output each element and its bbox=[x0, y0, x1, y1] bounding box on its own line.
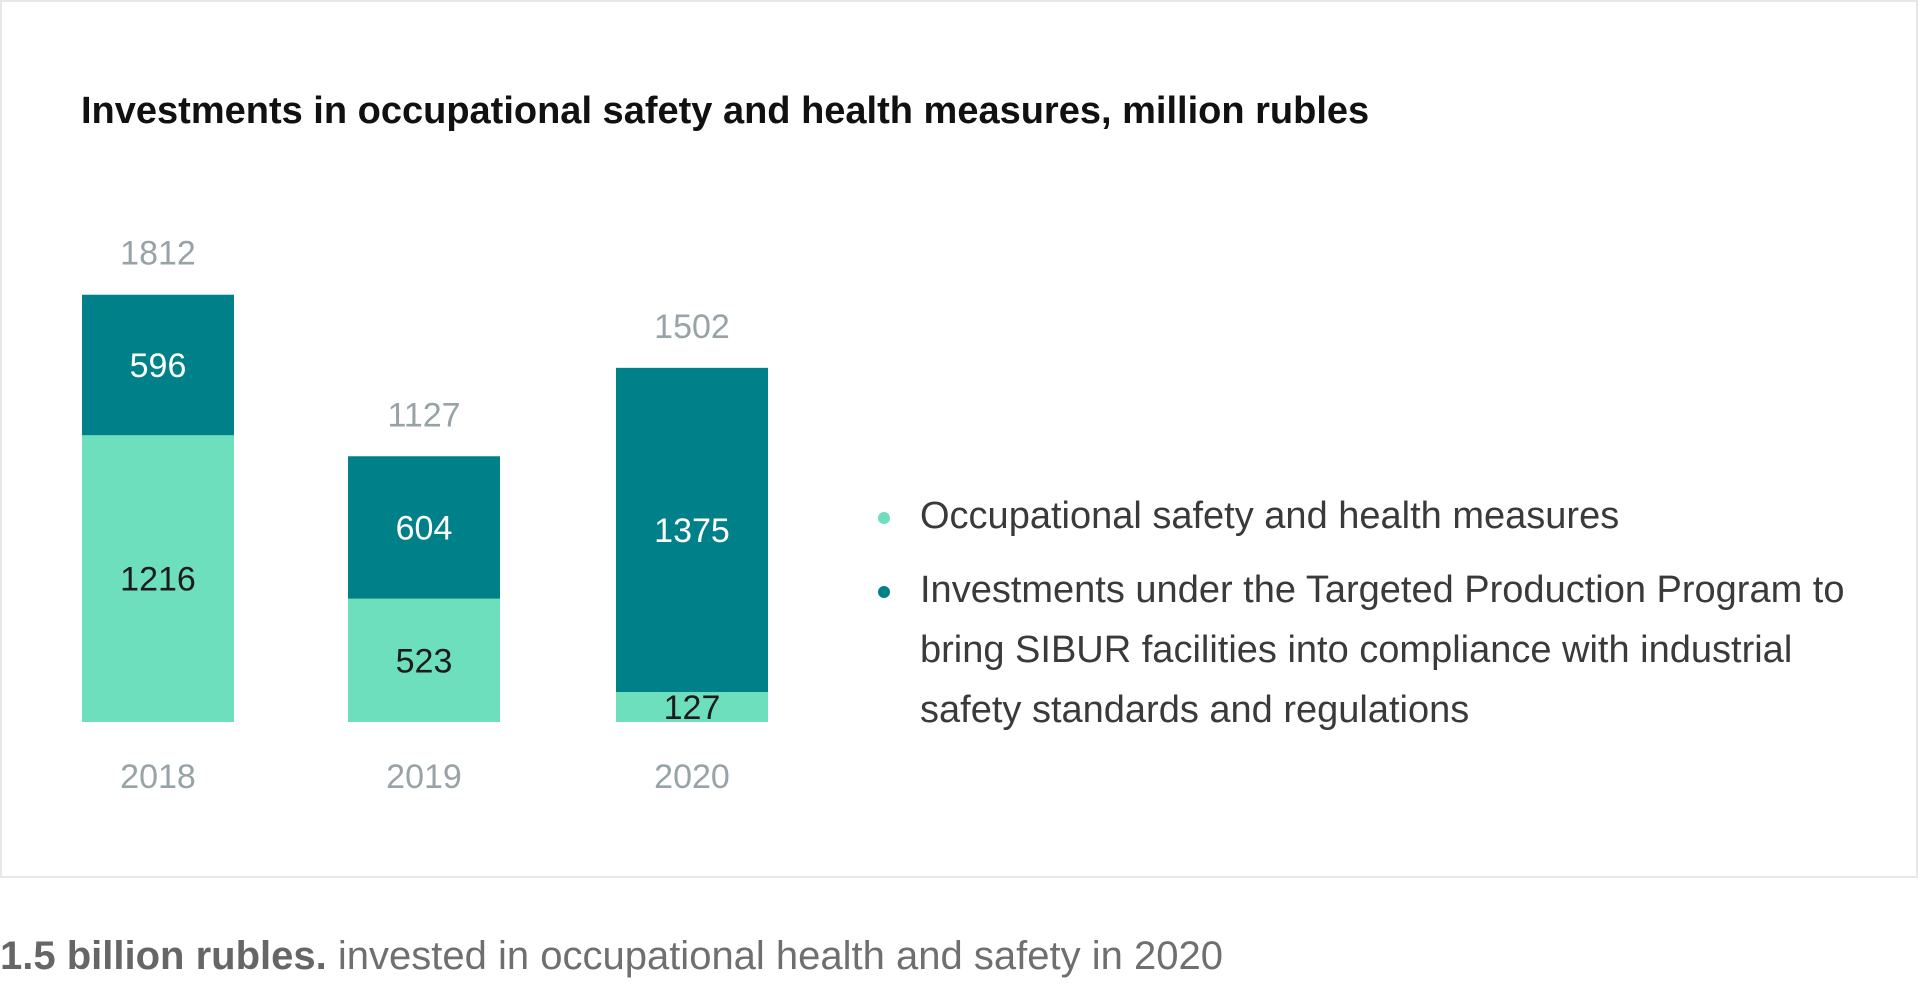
legend-dot-dark bbox=[878, 586, 890, 598]
bar-2019-series-1 bbox=[348, 456, 500, 599]
bar-chart: 1216 596 1812 2018 523 604 1127 2019 127 1375 1502… bbox=[82, 235, 768, 796]
legend: Occupational safety and health measures … bbox=[872, 486, 1902, 754]
legend-label: Investments under the Targeted Productio… bbox=[920, 569, 1845, 731]
value-label-2018-series-0: 1216 bbox=[120, 561, 196, 599]
legend-item-targeted-program: Investments under the Targeted Productio… bbox=[872, 560, 1902, 740]
category-label-2018: 2018 bbox=[120, 758, 196, 796]
value-label-2019-series-0: 523 bbox=[396, 642, 453, 680]
bar-2019-series-0 bbox=[348, 598, 500, 722]
bar-2018-series-1 bbox=[82, 294, 234, 436]
chart-panel: Investments in occupational safety and h… bbox=[0, 0, 1918, 878]
category-label-2019: 2019 bbox=[386, 758, 462, 796]
bar-2020-series-0 bbox=[616, 692, 768, 722]
total-label-2019: 1127 bbox=[387, 396, 460, 434]
bar-2020-series-1 bbox=[616, 367, 768, 693]
legend-dot-light bbox=[878, 512, 890, 524]
legend-item-safety-measures: Occupational safety and health measures bbox=[872, 486, 1902, 546]
category-label-2020: 2020 bbox=[654, 758, 730, 796]
value-label-2018-series-1: 596 bbox=[130, 347, 187, 385]
legend-label: Occupational safety and health measures bbox=[920, 495, 1620, 537]
footer-highlight: 1.5 billion rubles. bbox=[0, 934, 327, 978]
footer-caption: 1.5 billion rubles. invested in occupati… bbox=[0, 934, 1223, 979]
value-label-2019-series-1: 604 bbox=[396, 509, 453, 547]
value-label-2020-series-0: 127 bbox=[664, 689, 721, 727]
chart-title: Investments in occupational safety and h… bbox=[81, 90, 1370, 132]
total-label-2020: 1502 bbox=[654, 308, 730, 346]
footer-text: invested in occupational health and safe… bbox=[326, 934, 1223, 978]
total-label-2018: 1812 bbox=[120, 235, 196, 273]
value-label-2020-series-1: 1375 bbox=[654, 512, 730, 550]
bar-2018-series-0 bbox=[82, 435, 234, 722]
